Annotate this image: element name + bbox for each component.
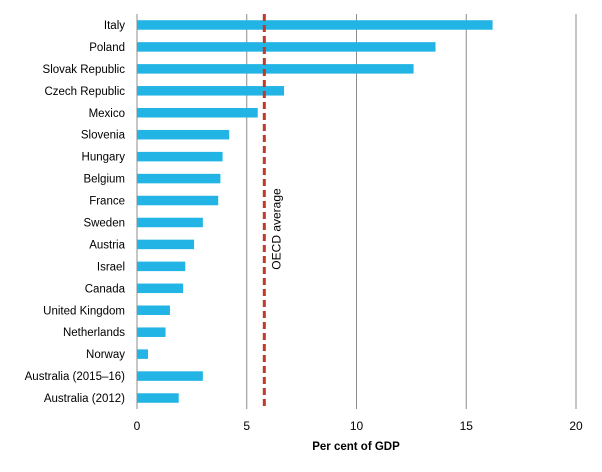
bar-slovak-republic <box>137 64 414 74</box>
category-label: Poland <box>89 42 125 54</box>
category-label: Israel <box>97 261 125 273</box>
bar-mexico <box>137 108 258 118</box>
bar-poland <box>137 42 436 52</box>
category-label: Austria <box>89 239 125 251</box>
bar-sweden <box>137 217 203 228</box>
x-tick-label: 10 <box>350 419 364 433</box>
category-label: Slovak Republic <box>43 64 126 76</box>
x-tick-label: 15 <box>460 419 474 433</box>
category-label: Hungary <box>82 152 126 164</box>
category-label: United Kingdom <box>43 305 125 317</box>
category-label: Norway <box>86 349 125 361</box>
x-axis-ticks: 0 5 10 15 20 <box>134 419 583 433</box>
bar-italy <box>137 20 493 30</box>
x-tick-label: 0 <box>134 419 141 433</box>
bar-hungary <box>137 151 223 162</box>
category-label: Sweden <box>83 217 125 229</box>
category-label: Canada <box>85 283 126 295</box>
bar-slovenia <box>137 129 230 140</box>
bar-france <box>137 195 219 206</box>
bar-belgium <box>137 173 221 184</box>
oecd-average-label: OECD average <box>269 188 283 270</box>
category-label: Czech Republic <box>44 86 125 98</box>
x-tick-label: 5 <box>243 419 250 433</box>
bar-austria <box>137 239 195 250</box>
category-label: Belgium <box>83 174 125 186</box>
reference-line-group: OECD average <box>262 14 283 409</box>
category-label: Italy <box>104 20 125 32</box>
bar-czech-republic <box>137 86 285 96</box>
category-label: Australia (2012) <box>44 393 125 405</box>
bar-israel <box>137 261 186 272</box>
category-label: Mexico <box>89 108 125 120</box>
category-label: Slovenia <box>81 130 126 142</box>
category-labels: Italy Poland Slovak Republic Czech Republic… <box>25 20 126 405</box>
category-label: Netherlands <box>63 327 125 339</box>
gridlines <box>136 14 577 409</box>
bar-united-kingdom <box>137 305 170 315</box>
x-axis-title: Per cent of GDP <box>312 441 400 453</box>
category-label: Australia (2015–16) <box>25 371 126 383</box>
category-label: France <box>89 196 125 208</box>
bars <box>137 20 493 403</box>
bar-australia-2012 <box>137 393 179 403</box>
bar-australia-2015-16 <box>137 371 203 381</box>
x-tick-label: 20 <box>569 419 583 433</box>
bar-netherlands <box>137 327 166 337</box>
bar-norway <box>137 349 148 359</box>
bar-canada <box>137 283 184 294</box>
